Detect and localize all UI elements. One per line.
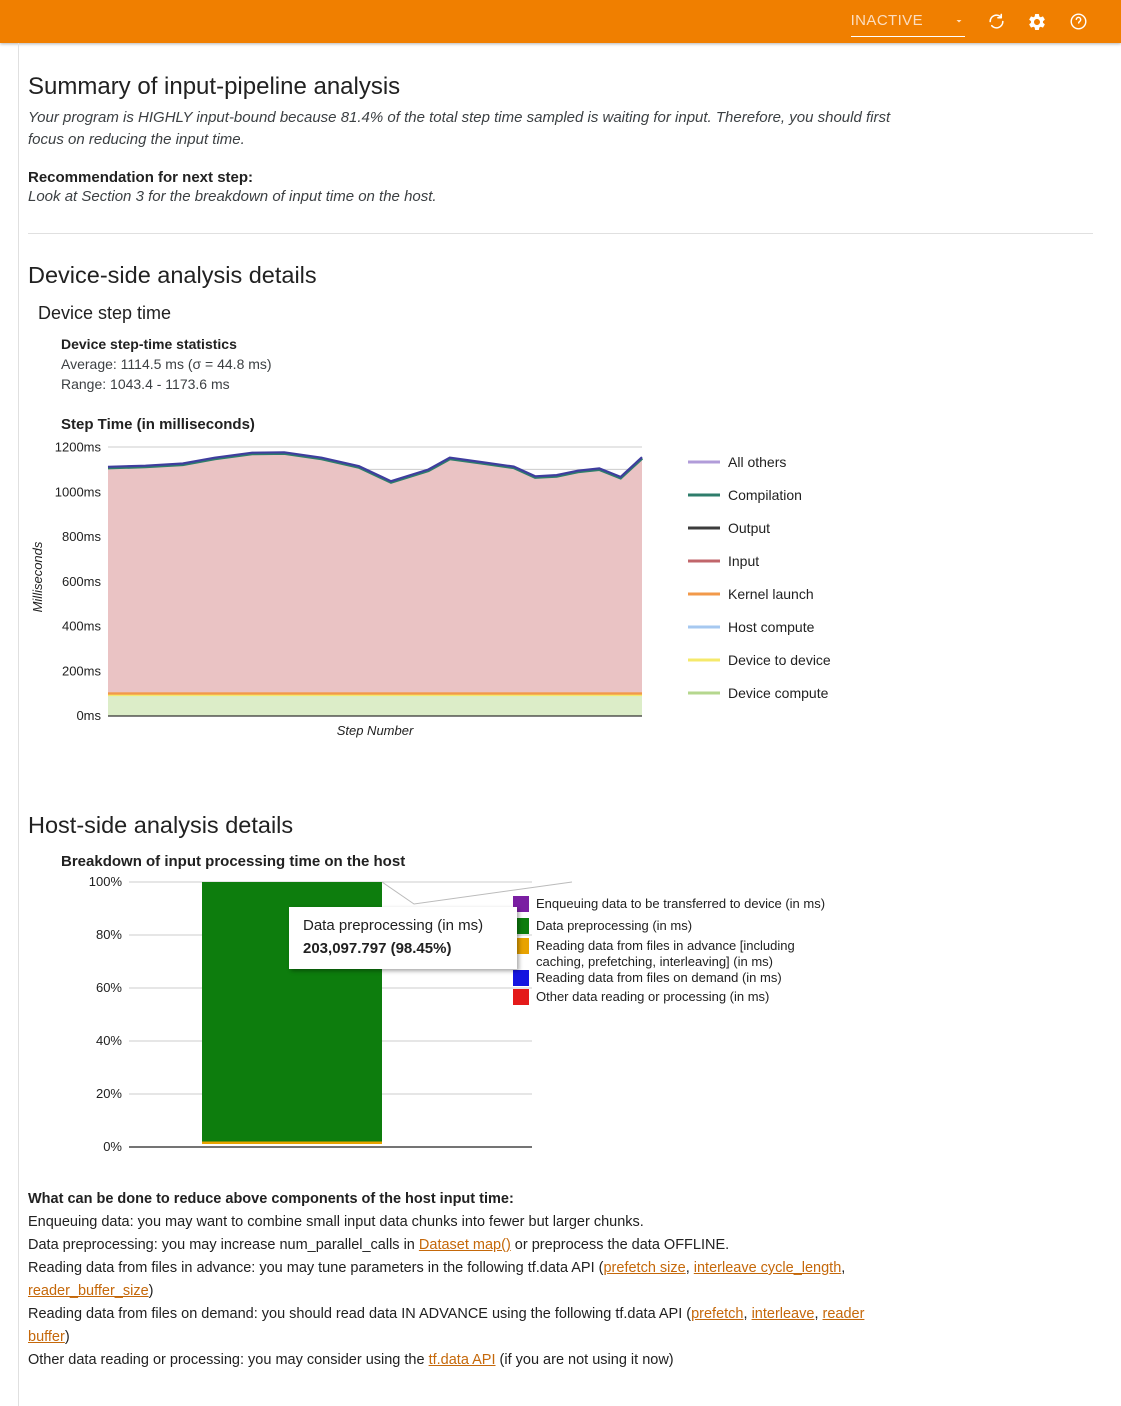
svg-text:600ms: 600ms <box>62 574 102 589</box>
svg-text:100%: 100% <box>89 874 123 889</box>
svg-text:1000ms: 1000ms <box>55 484 102 499</box>
svg-text:Other data reading or processi: Other data reading or processing (in ms) <box>536 989 769 1004</box>
svg-text:Device to device: Device to device <box>728 652 831 668</box>
svg-text:Output: Output <box>728 520 770 536</box>
svg-text:1200ms: 1200ms <box>55 440 102 455</box>
svg-text:20%: 20% <box>96 1086 122 1101</box>
svg-text:400ms: 400ms <box>62 619 102 634</box>
svg-text:Milliseconds: Milliseconds <box>30 541 45 612</box>
svg-text:Reading data from files in adv: Reading data from files in advance [incl… <box>536 938 795 953</box>
svg-text:60%: 60% <box>96 980 122 995</box>
svg-text:0%: 0% <box>103 1139 122 1154</box>
svg-text:All others: All others <box>728 454 786 470</box>
svg-text:80%: 80% <box>96 927 122 942</box>
svg-text:Reading data from files on dem: Reading data from files on demand (in ms… <box>536 970 782 985</box>
svg-text:800ms: 800ms <box>62 529 102 544</box>
svg-text:Device compute: Device compute <box>728 685 829 701</box>
svg-text:Kernel launch: Kernel launch <box>728 586 814 602</box>
svg-text:Input: Input <box>728 553 759 569</box>
svg-text:0ms: 0ms <box>76 708 101 723</box>
svg-text:Compilation: Compilation <box>728 487 802 503</box>
svg-text:caching, prefetching, interlea: caching, prefetching, interleaving] (in … <box>536 954 773 969</box>
svg-text:Data preprocessing (in ms): Data preprocessing (in ms) <box>536 918 692 933</box>
svg-text:40%: 40% <box>96 1033 122 1048</box>
svg-text:Step Number: Step Number <box>337 723 414 738</box>
svg-text:200ms: 200ms <box>62 664 102 679</box>
svg-text:Host compute: Host compute <box>728 619 815 635</box>
